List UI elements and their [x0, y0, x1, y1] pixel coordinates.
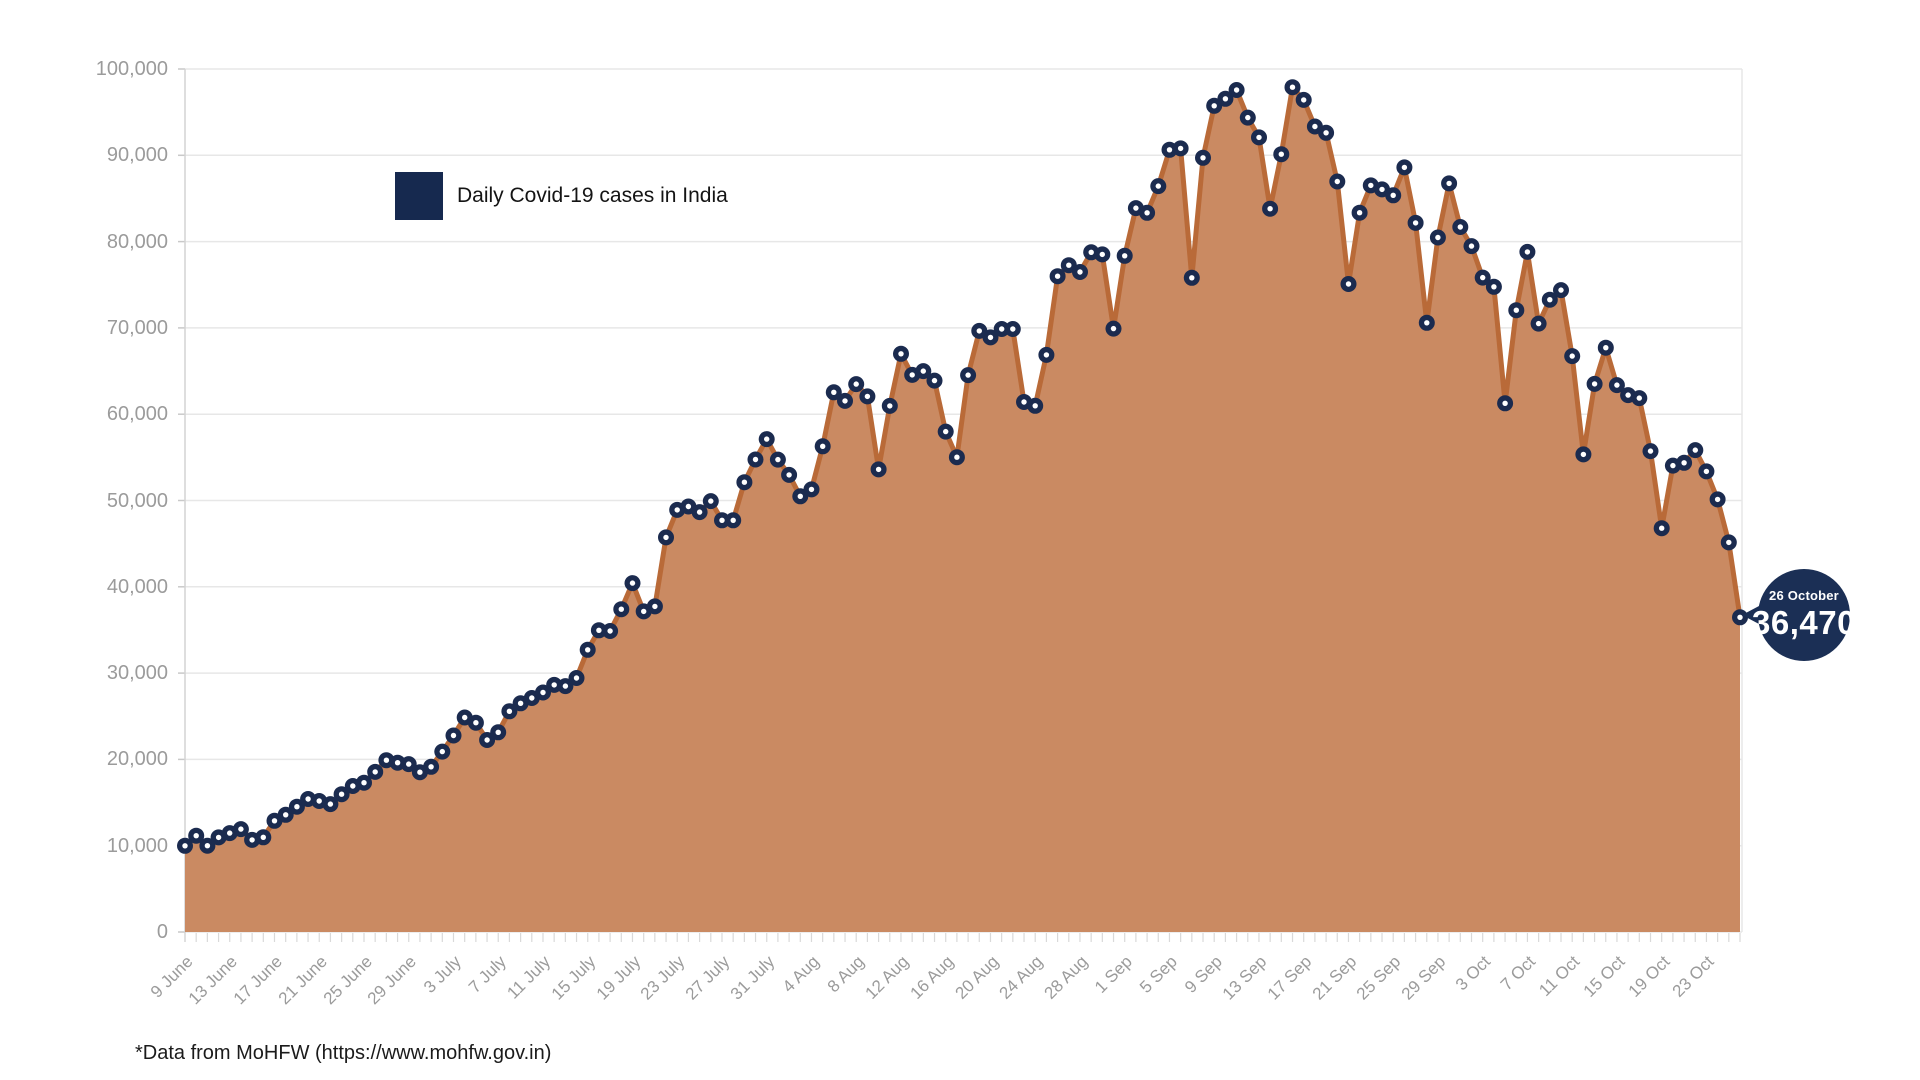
latest-value-callout: 26 October 36,470	[1752, 569, 1855, 661]
y-tick-label: 20,000	[106, 748, 168, 771]
legend-label: Daily Covid-19 cases in India	[457, 184, 728, 207]
legend-swatch-icon	[395, 172, 443, 220]
y-tick-label: 100,000	[95, 58, 168, 80]
callout-pointer-icon	[1742, 606, 1759, 624]
y-tick-label: 40,000	[106, 575, 168, 598]
legend: Daily Covid-19 cases in India	[395, 172, 728, 220]
y-tick-label: 80,000	[106, 230, 168, 253]
source-note: *Data from MoHFW (https://www.mohfw.gov.…	[135, 1042, 552, 1064]
y-tick-label: 30,000	[106, 662, 168, 685]
y-tick-label: 50,000	[106, 489, 168, 512]
y-tick-label: 10,000	[106, 834, 168, 857]
callout-date: 26 October	[1769, 588, 1839, 603]
y-tick-label: 0	[156, 921, 168, 943]
y-tick-label: 70,000	[106, 316, 168, 339]
callout-value: 36,470	[1752, 604, 1856, 641]
y-tick-label: 60,000	[106, 403, 168, 426]
y-tick-label: 90,000	[106, 144, 168, 167]
